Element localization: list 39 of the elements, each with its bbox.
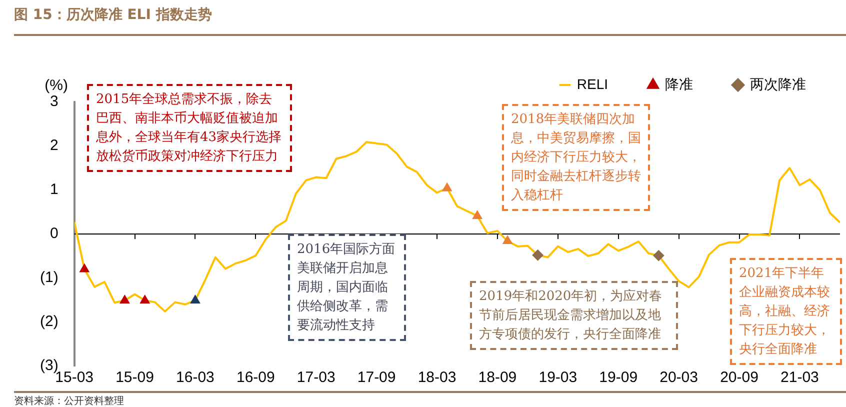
x-tick-label: 15-09: [116, 369, 154, 386]
y-tick-label: 3: [50, 93, 58, 110]
y-axis-title: (%): [44, 77, 68, 94]
x-tick-label: 18-03: [418, 369, 456, 386]
y-tick-label: (3): [40, 357, 58, 374]
point: [140, 294, 150, 304]
annotation: 2019年和2020年初，为应对春节前后居民现金需求增加以及地方专项债的发行，央行全面降准: [470, 281, 678, 350]
point: [190, 294, 200, 304]
annotation: 2015年全球总需求不振，除去巴西、南非本币大幅贬值被迫加息外，全球当年有43家央行选择放松货币政策对冲经济下行压力: [87, 84, 292, 172]
chart-title: 图 15：历次降准 ELI 指数走势: [14, 6, 212, 24]
x-tick-label: 20-09: [720, 369, 758, 386]
y-tick-label: (1): [40, 269, 58, 286]
x-tick-label: 16-03: [176, 369, 214, 386]
legend-label: 两次降准: [750, 76, 806, 92]
text: 资料来源：公开资料整理: [14, 394, 124, 407]
x-tick-label: 20-03: [660, 369, 698, 386]
y-tick-label: 0: [50, 225, 58, 242]
point: [442, 182, 452, 192]
y-tick-label: 1: [50, 181, 58, 198]
annotation: 2016年国际方面美联储开启加息周期，国内面临供给侧改革，需要流动性支持: [288, 234, 406, 341]
point: [532, 250, 544, 261]
x-tick-label: 16-09: [236, 369, 275, 386]
legend-label: 降准: [665, 76, 693, 92]
x-tick-label: 19-09: [599, 369, 638, 386]
y-tick-label: (2): [40, 313, 58, 330]
y-tick-label: 2: [50, 137, 58, 154]
point: [120, 294, 130, 304]
point: [80, 264, 90, 272]
x-tick-label: 18-09: [478, 369, 517, 386]
legend-label: RELI: [576, 76, 608, 92]
x-tick-label: 17-03: [296, 369, 336, 386]
annotation: 2021年下半年企业融资成本较高，社融、经济下行压力较大，央行全面降准: [730, 258, 842, 365]
point: [502, 236, 512, 244]
x-tick-label: 17-09: [357, 369, 396, 386]
x-tick-label: 21-03: [780, 369, 819, 386]
x-tick-label: 19-03: [538, 369, 578, 386]
point: [472, 210, 482, 219]
point: [653, 250, 664, 262]
annotation: 2018年美联储四次加息，中美贸易摩擦，国内经济下行压力较大，同时金融去杠杆逐步转入稳杠杆: [502, 104, 650, 211]
